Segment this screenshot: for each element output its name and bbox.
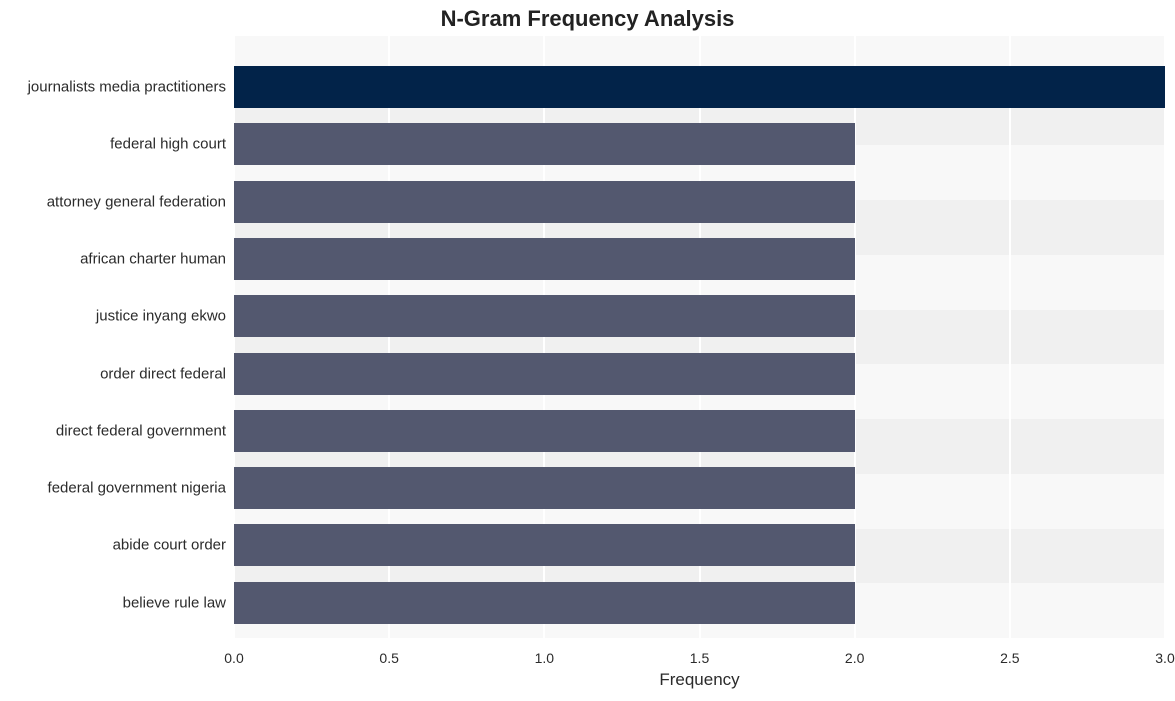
- y-tick-label: order direct federal: [0, 366, 230, 381]
- plot-area: [234, 36, 1165, 638]
- x-tick-label: 0.0: [224, 650, 243, 666]
- bar: [234, 66, 1165, 108]
- x-tick-label: 1.5: [690, 650, 709, 666]
- bar: [234, 582, 855, 624]
- gridline: [1164, 36, 1166, 638]
- bar: [234, 295, 855, 337]
- x-tick-label: 2.0: [845, 650, 864, 666]
- bar: [234, 238, 855, 280]
- y-tick-label: justice inyang ekwo: [0, 309, 230, 324]
- y-tick-label: journalists media practitioners: [0, 80, 230, 95]
- y-tick-label: federal government nigeria: [0, 481, 230, 496]
- bar: [234, 467, 855, 509]
- y-axis-labels: journalists media practitioners federal h…: [0, 36, 230, 638]
- y-tick-label: direct federal government: [0, 423, 230, 438]
- x-axis-label: Frequency: [234, 670, 1165, 690]
- x-axis-ticks: 0.00.51.01.52.02.53.0: [234, 640, 1165, 670]
- bar: [234, 181, 855, 223]
- x-tick-label: 0.5: [379, 650, 398, 666]
- x-tick-label: 1.0: [535, 650, 554, 666]
- bar: [234, 410, 855, 452]
- x-tick-label: 2.5: [1000, 650, 1019, 666]
- y-tick-label: believe rule law: [0, 595, 230, 610]
- gridline: [1009, 36, 1011, 638]
- y-tick-label: federal high court: [0, 137, 230, 152]
- y-tick-label: abide court order: [0, 538, 230, 553]
- x-tick-label: 3.0: [1155, 650, 1174, 666]
- bar: [234, 524, 855, 566]
- y-tick-label: african charter human: [0, 251, 230, 266]
- bar: [234, 353, 855, 395]
- chart-title: N-Gram Frequency Analysis: [0, 6, 1175, 32]
- bar: [234, 123, 855, 165]
- y-tick-label: attorney general federation: [0, 194, 230, 209]
- ngram-chart: N-Gram Frequency Analysis journalists me…: [0, 0, 1175, 701]
